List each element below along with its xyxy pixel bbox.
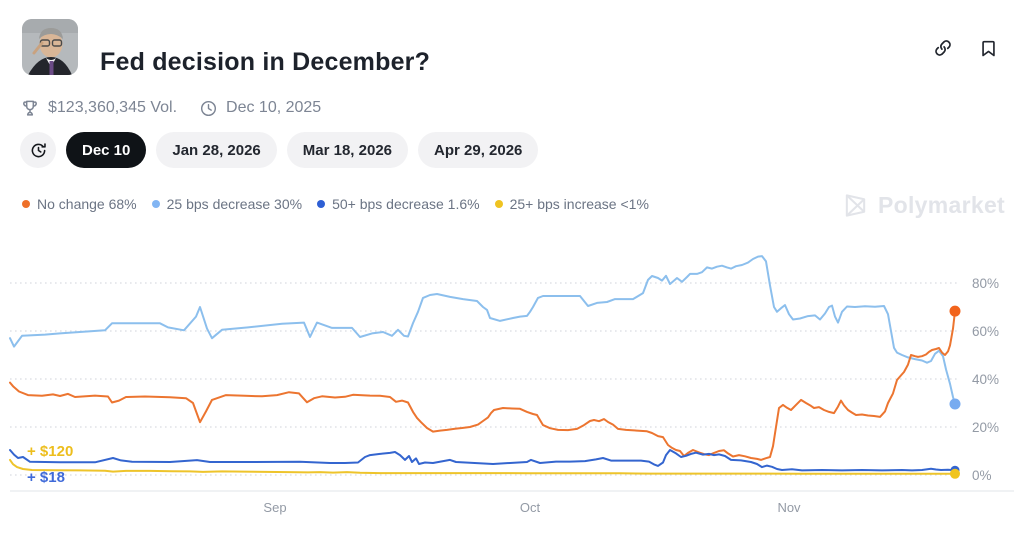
endpoint-dot-25-bps-decrease — [949, 398, 961, 410]
y-axis-label-40%: 40% — [972, 372, 999, 387]
legend-item-25bps-decrease: 25 bps decrease 30% — [151, 196, 303, 212]
market-meta: $123,360,345 Vol. Dec 10, 2025 — [20, 98, 321, 118]
end-date-text: Dec 10, 2025 — [226, 99, 322, 116]
x-axis-label-Nov: Nov — [777, 500, 801, 515]
legend-label: No change 68% — [37, 196, 137, 212]
page-title: Fed decision in December? — [100, 47, 431, 76]
tab-mar-18-2026[interactable]: Mar 18, 2026 — [286, 132, 409, 168]
x-axis-label-Sep: Sep — [263, 500, 286, 515]
legend-label: 50+ bps decrease 1.6% — [332, 196, 480, 212]
legend-label: 25+ bps increase <1% — [509, 196, 649, 212]
y-axis-label-0%: 0% — [972, 468, 992, 483]
series-line-25-bps-increase — [9, 458, 956, 475]
legend-label: 25 bps decrease 30% — [166, 196, 303, 212]
reward-annotation-18: + $18 — [27, 469, 65, 486]
legend-dot-yellow — [494, 200, 503, 208]
reward-annotation-120: + $120 — [27, 443, 74, 460]
polymarket-logo-icon — [845, 194, 866, 217]
tab-jan-28-2026[interactable]: Jan 28, 2026 — [156, 132, 277, 168]
legend-item-50bps-decrease: 50+ bps decrease 1.6% — [317, 196, 480, 212]
trophy-icon — [23, 100, 37, 116]
series-line-no-change — [9, 310, 956, 461]
tab-apr-29-2026[interactable]: Apr 29, 2026 — [418, 132, 539, 168]
legend-item-25bps-increase: 25+ bps increase <1% — [494, 196, 649, 212]
legend-dot-lightblue — [151, 200, 160, 208]
market-avatar — [22, 19, 78, 75]
history-range-button[interactable] — [20, 132, 56, 168]
history-clock-icon — [31, 142, 46, 157]
chart-legend: No change 68% 25 bps decrease 30% 50+ bp… — [22, 196, 649, 212]
endpoint-dot-no-change — [949, 305, 961, 317]
polymarket-watermark: Polymarket — [842, 192, 1005, 219]
y-axis-label-20%: 20% — [972, 420, 999, 435]
outcome-date-tabs: Dec 10 Jan 28, 2026 Mar 18, 2026 Apr 29,… — [20, 132, 539, 168]
series-line-50-bps-decrease — [9, 449, 956, 472]
clock-icon — [200, 100, 217, 116]
y-axis-label-60%: 60% — [972, 324, 999, 339]
legend-dot-darkblue — [317, 200, 326, 208]
bookmark-button[interactable] — [976, 36, 1000, 60]
watermark-text: Polymarket — [878, 192, 1006, 218]
bookmark-icon — [981, 40, 995, 56]
header-actions — [931, 36, 1000, 60]
chart-canvas[interactable]: 80% 60% 40% 20% 0% Sep Oct Nov — [0, 240, 1024, 525]
y-axis-label-80%: 80% — [972, 276, 999, 291]
volume-text: $123,360,345 Vol. — [48, 99, 178, 116]
series-line-25-bps-decrease — [9, 255, 956, 405]
endpoint-dot-25-bps-increase — [950, 468, 960, 479]
tab-dec-10[interactable]: Dec 10 — [66, 132, 147, 168]
x-axis-label-Oct: Oct — [520, 500, 541, 515]
price-chart[interactable]: 80% 60% 40% 20% 0% Sep Oct Nov — [0, 240, 1024, 525]
legend-dot-orange — [22, 200, 30, 208]
legend-item-no-change: No change 68% — [22, 196, 137, 212]
link-icon — [935, 40, 951, 56]
powell-portrait-image — [22, 19, 78, 75]
copy-link-button[interactable] — [931, 36, 955, 60]
